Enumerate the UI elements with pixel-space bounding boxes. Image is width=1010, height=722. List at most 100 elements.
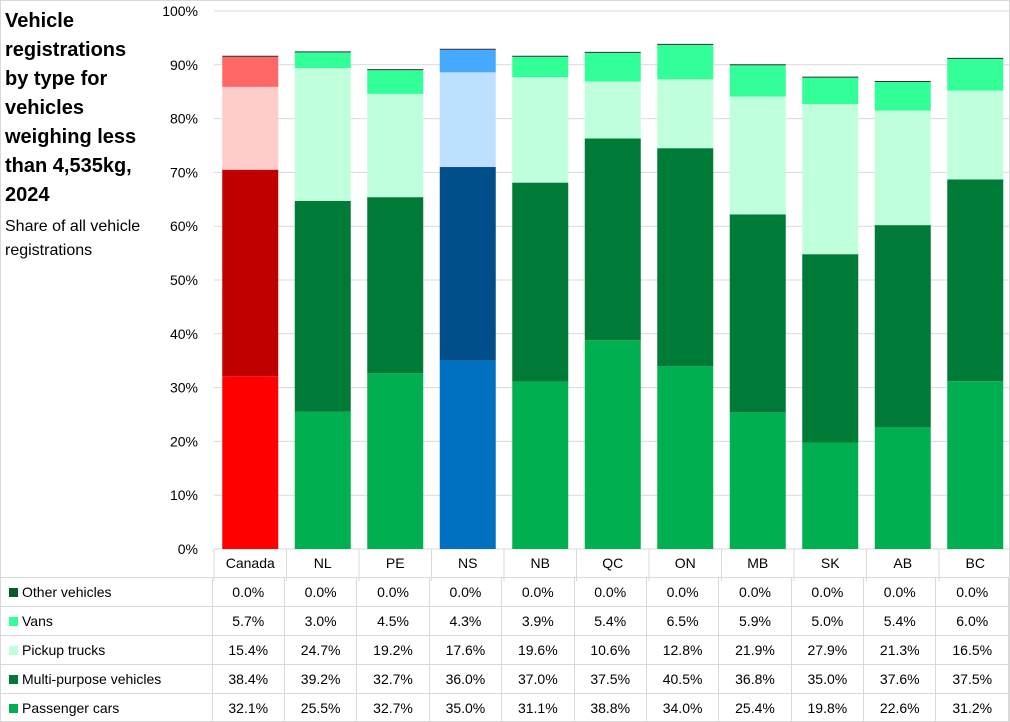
legend-swatch [9,646,18,655]
y-tick-label: 50% [170,272,198,288]
bar-segment [367,373,424,549]
bar-segment [294,51,351,69]
data-label: 0.0% [211,577,285,607]
bar-segment [222,376,279,549]
table-row: Other vehicles 0.0% 0.0% 0.0% 0.0% 0.0% 0.0% 0.… [1,577,1009,607]
data-label: 38.4% [211,664,285,694]
data-label: 24.7% [283,635,358,665]
bar-segment [584,52,641,82]
data-label: 34.0% [645,693,720,721]
y-tick-label: 30% [170,380,198,396]
chart-subtitle: Share of all vehicle registrations [5,218,141,259]
data-label: 37.0% [501,664,575,694]
bar-segment [512,56,569,78]
data-label: 0.0% [790,577,865,607]
y-tick-label: 40% [170,326,198,342]
data-label: 27.9% [790,635,865,665]
legend-label: Other vehicles [22,584,112,600]
data-label: 5.9% [718,606,792,636]
data-label: 0.0% [645,577,720,607]
data-label: 3.0% [283,606,358,636]
data-label: 5.7% [211,606,285,636]
y-tick-label: 90% [170,57,198,73]
y-tick-label: 0% [178,541,198,557]
bar-segment [222,169,279,377]
x-tick-label: BC [966,555,985,571]
bar-segment [222,56,279,87]
bar-segment [294,200,351,412]
x-tick-label: MB [747,555,768,571]
data-label: 0.0% [718,577,792,607]
x-tick-label: QC [602,555,623,571]
bar-segment [729,64,786,97]
x-tick-label: NL [314,555,332,571]
data-label: 15.4% [211,635,285,665]
data-label: 19.8% [790,693,865,721]
data-label: 32.1% [211,693,285,721]
x-tick-label: SK [821,555,840,571]
data-label: 32.7% [356,664,430,694]
data-label: 22.6% [863,693,937,721]
bar-segment [874,110,931,226]
legend-label: Pickup trucks [22,642,106,658]
bar-segment [657,79,714,149]
bar-segment [802,254,859,443]
bar-segment [947,58,1004,91]
legend-entry: Passenger cars [1,693,213,721]
data-label: 31.2% [935,693,1009,721]
legend-label: Vans [22,613,53,629]
table-row: Multi-purpose vehicles 38.4% 39.2% 32.7% 36.… [1,664,1009,694]
data-label: 36.0% [428,664,503,694]
data-label: 5.0% [790,606,865,636]
bar-segment [657,44,714,80]
data-label: 12.8% [645,635,720,665]
bar-segment [657,148,714,367]
y-tick-label: 20% [170,433,198,449]
data-label: 37.5% [935,664,1009,694]
y-tick-label: 10% [170,487,198,503]
data-label: 6.0% [935,606,1009,636]
data-label: 10.6% [573,635,647,665]
legend-label: Multi-purpose vehicles [22,671,162,687]
legend-entry: Other vehicles [1,577,213,607]
data-label: 17.6% [428,635,503,665]
data-label: 31.1% [501,693,575,721]
y-tick-label: 70% [170,164,198,180]
bar-segment [802,442,859,549]
bar-segment [512,77,569,183]
data-table: Other vehicles 0.0% 0.0% 0.0% 0.0% 0.0% 0.0% 0.… [1,577,1009,721]
data-label: 40.5% [645,664,720,694]
bar-segment [439,49,496,73]
legend-label: Passenger cars [22,700,120,716]
data-label: 21.9% [718,635,792,665]
bar-segment [874,225,931,428]
bar-segment [294,68,351,201]
data-label: 25.5% [283,693,358,721]
y-tick-label: 100% [162,3,198,19]
data-label: 0.0% [863,577,937,607]
data-label: 37.6% [863,664,937,694]
x-tick-label: ON [675,555,696,571]
x-tick-label: Canada [226,555,275,571]
x-tick-label: AB [893,555,912,571]
bar-segment [947,179,1004,382]
data-label: 0.0% [573,577,647,607]
bar-segment [584,81,641,139]
bar-segment [802,104,859,255]
bar-segment [802,77,859,105]
data-label: 5.4% [863,606,937,636]
chart-title: Vehicle registrations by type for vehicl… [5,10,137,206]
bar-segment [729,214,786,413]
plot-area: 0% 10% 20% 30% 40% 50% 60% 70% 80% 90% 100% Canada N… [162,3,1009,581]
legend-entry: Vans [1,606,213,636]
legend-swatch [9,675,18,684]
bar-segment [874,427,931,549]
data-label: 3.9% [501,606,575,636]
legend-swatch [9,588,18,597]
data-label: 37.5% [573,664,647,694]
bar-segment [222,86,279,170]
data-label: 0.0% [935,577,1009,607]
bar-segment [439,360,496,549]
bar-segment [947,90,1004,180]
